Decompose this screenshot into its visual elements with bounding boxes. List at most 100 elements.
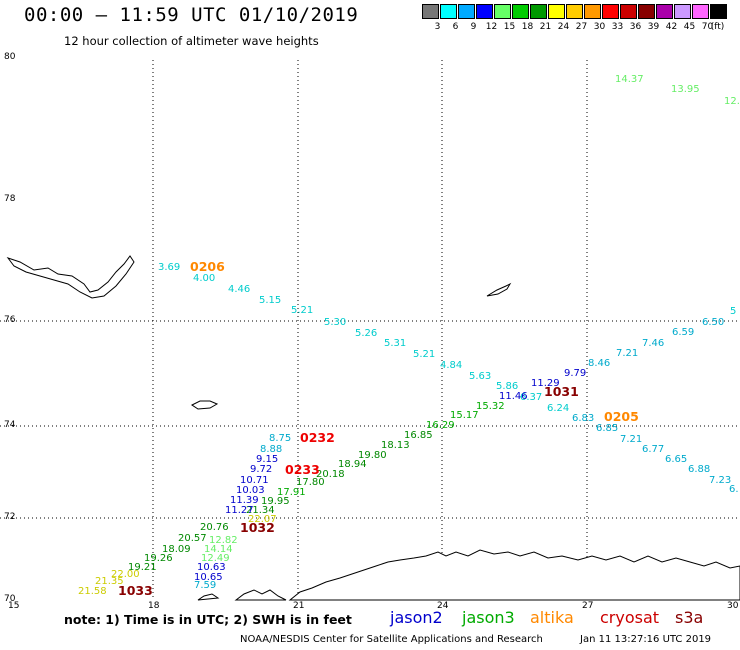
satellite-pass-labels: 0206 0232 0233 1031 0205 1032 1033: [118, 259, 639, 598]
color-swatch: [476, 4, 493, 19]
wave-height-value: 20.57: [178, 533, 207, 544]
lat-lon-grid: [0, 60, 740, 600]
wave-height-value: 19.95: [261, 496, 290, 507]
wave-height-value: 10.63: [197, 562, 226, 573]
color-swatch: [422, 4, 439, 19]
wave-height-value: 22.07: [248, 514, 277, 525]
wave-height-value: 5.15: [259, 295, 281, 306]
wave-height-value: 21.58: [78, 586, 107, 597]
wave-height-value: 4.84: [440, 360, 462, 371]
color-swatch-label: 12: [485, 22, 498, 32]
wave-height-value: 14.14: [204, 544, 233, 555]
wave-height-value: 21.34: [246, 505, 275, 516]
color-swatch: [566, 4, 583, 19]
pass-id-label: 0206: [190, 259, 225, 274]
wave-height-value: 8.75: [269, 433, 291, 444]
pass-id-label: 0232: [300, 430, 335, 445]
wave-height-value: 7.23: [709, 475, 731, 486]
wave-height-value: 5.26: [355, 328, 377, 339]
lat-tick-label: 70: [4, 594, 16, 604]
wave-height-measurements: 14.37 13.95 12. 3.69 4.00 4.46 5.15 5.21 5.30 5.2…: [78, 74, 740, 597]
footer-credit: NOAA/NESDIS Center for Satellite Applica…: [240, 634, 543, 645]
wave-height-value: 6.37: [520, 392, 542, 403]
page-subtitle: 12 hour collection of altimeter wave hei…: [64, 34, 319, 48]
wave-height-value: 6.65: [665, 454, 687, 465]
wave-height-value: 9.72: [250, 464, 272, 475]
color-scale-unit: (ft): [710, 22, 725, 32]
color-swatch: [692, 4, 709, 19]
color-swatch: [494, 4, 511, 19]
lat-tick-label: 78: [4, 194, 16, 204]
wave-height-value: 8.88: [260, 444, 282, 455]
lon-tick-label: 24: [437, 601, 449, 611]
wave-height-value: 4.46: [228, 284, 250, 295]
wave-height-value: 16.29: [426, 420, 455, 431]
wave-height-value: 9.79: [564, 368, 586, 379]
pass-id-label: 0233: [285, 462, 320, 477]
color-swatch: [440, 4, 457, 19]
wave-height-value: 6.83: [572, 413, 594, 424]
wave-height-value: 11.29: [531, 378, 560, 389]
color-swatch-label: 45: [683, 22, 696, 32]
norway-coast: [288, 549, 740, 601]
wave-height-value: 6.59: [672, 327, 694, 338]
wave-height-value: 7.46: [642, 338, 664, 349]
wave-height-value: 7.21: [616, 348, 638, 359]
wave-height-value: 18.09: [162, 544, 191, 555]
color-swatch: [710, 4, 727, 19]
color-swatch-label: 36: [629, 22, 642, 32]
color-swatch-label: 18: [521, 22, 534, 32]
wave-height-value: 10.65: [194, 572, 223, 583]
wave-height-value: 10.71: [240, 475, 269, 486]
wave-height-value: 16.85: [404, 430, 433, 441]
wave-height-value: 4.00: [193, 273, 215, 284]
svalbard-coast: [6, 255, 135, 299]
wave-height-value: 12.49: [201, 553, 230, 564]
wave-height-value: 15.32: [476, 401, 505, 412]
axis-labels: 15 18 21 24 27 30 70 72 74 76 78 80: [4, 52, 739, 611]
legend-item-s3a: s3a: [675, 608, 704, 627]
lat-tick-label: 76: [4, 315, 16, 325]
color-swatch-label: 24: [557, 22, 570, 32]
wave-height-value: 19.80: [358, 450, 387, 461]
legend-item-jason3: jason3: [462, 608, 515, 627]
wave-height-value: 20.76: [200, 522, 229, 533]
lon-tick-label: 30: [727, 601, 739, 611]
wave-height-value: 11.46: [499, 391, 528, 402]
wave-height-value: 20.18: [316, 469, 345, 480]
wave-height-value: 6.88: [688, 464, 710, 475]
color-swatch: [512, 4, 529, 19]
wave-height-value: 11.39: [230, 495, 259, 506]
pass-id-label: 1032: [240, 520, 275, 535]
wave-height-value: 12.82: [209, 535, 238, 546]
norway-coast-west: [234, 589, 287, 601]
wave-height-value: 14.37: [615, 74, 644, 85]
wave-height-value: 8.46: [588, 358, 610, 369]
legend-item-cryosat: cryosat: [600, 608, 660, 627]
wave-height-value: 7.59: [194, 580, 216, 591]
color-swatch-label: 6: [452, 22, 459, 32]
wave-height-value: 22.00: [111, 569, 140, 580]
islet-coast: [197, 593, 220, 601]
pass-id-label: 0205: [604, 409, 639, 424]
color-swatch-label: 33: [611, 22, 624, 32]
color-swatch-label: 9: [470, 22, 477, 32]
wave-height-value: 5.21: [291, 305, 313, 316]
coastlines: [6, 255, 740, 601]
wave-height-value: 5.31: [384, 338, 406, 349]
color-swatch-label: 39: [647, 22, 660, 32]
color-swatch-label: 42: [665, 22, 678, 32]
wave-height-value: 19.21: [128, 562, 157, 573]
wave-height-value: 13.95: [671, 84, 700, 95]
color-swatch-label: 27: [575, 22, 588, 32]
color-swatch: [620, 4, 637, 19]
wave-height-value: 6.50: [702, 317, 724, 328]
wave-height-value: 5.30: [324, 317, 346, 328]
wave-height-value: 17.91: [277, 487, 306, 498]
wave-height-value: 15.17: [450, 410, 479, 421]
wave-height-value: 5: [730, 306, 736, 317]
bear-island-coast: [191, 400, 219, 410]
color-swatch: [674, 4, 691, 19]
